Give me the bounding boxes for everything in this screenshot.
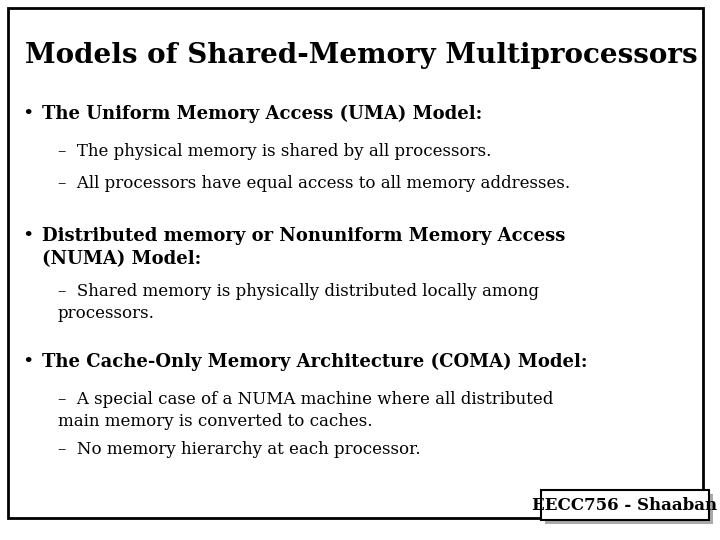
Bar bbox=[541, 490, 709, 520]
Text: –  No memory hierarchy at each processor.: – No memory hierarchy at each processor. bbox=[58, 441, 420, 458]
Text: –  A special case of a NUMA machine where all distributed
main memory is convert: – A special case of a NUMA machine where… bbox=[58, 391, 554, 429]
Text: The Uniform Memory Access (UMA) Model:: The Uniform Memory Access (UMA) Model: bbox=[42, 105, 482, 123]
Text: •: • bbox=[22, 105, 33, 123]
Text: –  Shared memory is physically distributed locally among
processors.: – Shared memory is physically distribute… bbox=[58, 283, 539, 321]
Text: EECC756 - Shaaban: EECC756 - Shaaban bbox=[532, 496, 718, 514]
Bar bbox=[545, 494, 713, 524]
Text: Models of Shared-Memory Multiprocessors: Models of Shared-Memory Multiprocessors bbox=[25, 42, 698, 69]
Text: •: • bbox=[22, 227, 33, 245]
Text: –  All processors have equal access to all memory addresses.: – All processors have equal access to al… bbox=[58, 175, 570, 192]
Text: –  The physical memory is shared by all processors.: – The physical memory is shared by all p… bbox=[58, 143, 491, 160]
Text: The Cache-Only Memory Architecture (COMA) Model:: The Cache-Only Memory Architecture (COMA… bbox=[42, 353, 588, 372]
Text: Distributed memory or Nonuniform Memory Access
(NUMA) Model:: Distributed memory or Nonuniform Memory … bbox=[42, 227, 565, 268]
Text: •: • bbox=[22, 353, 33, 371]
